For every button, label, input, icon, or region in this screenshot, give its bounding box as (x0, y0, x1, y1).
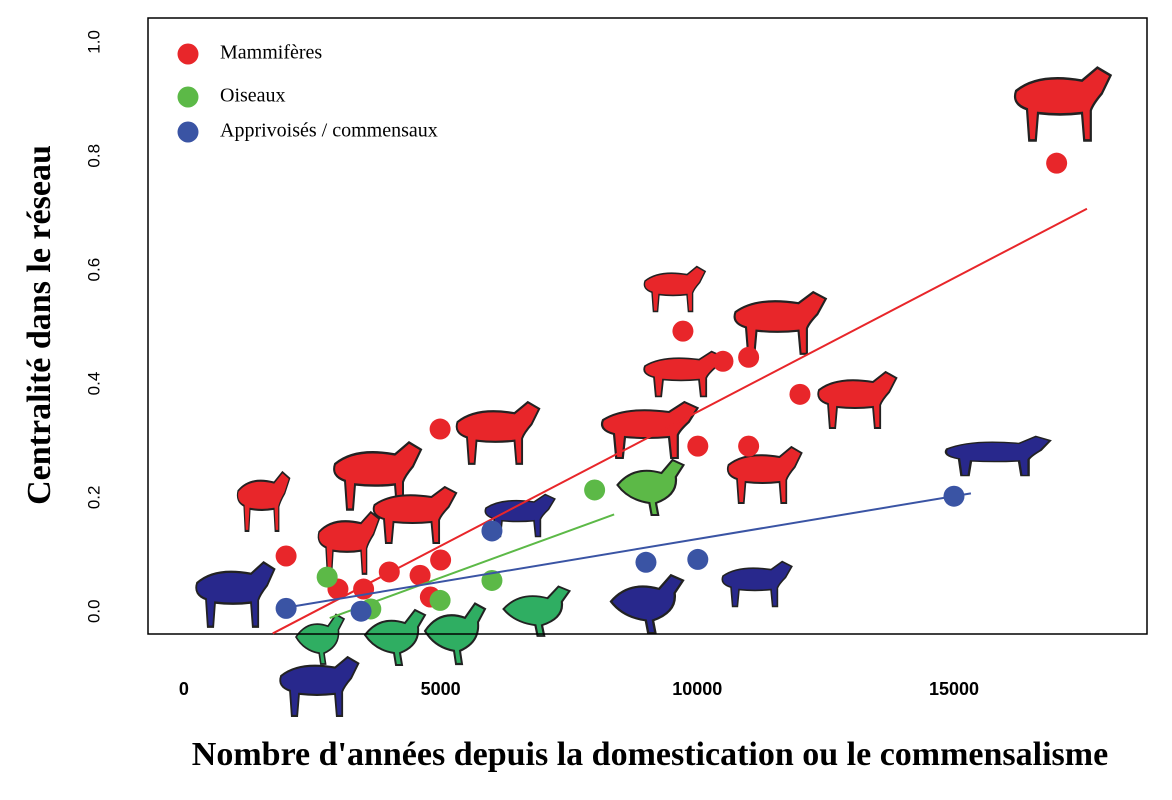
point (789, 383, 811, 405)
point (712, 350, 734, 372)
point (687, 548, 709, 570)
legend-label: Oiseaux (220, 85, 286, 107)
x-tick-label: 0 (179, 679, 189, 699)
point (672, 320, 694, 342)
point (350, 600, 372, 622)
point (584, 479, 606, 501)
animal-silhouettes (195, 66, 1112, 717)
plot-frame (147, 17, 1148, 635)
point (687, 435, 709, 457)
point (738, 435, 760, 457)
point (275, 545, 297, 567)
x-tick-label: 5000 (421, 679, 461, 699)
trend-line (287, 492, 972, 609)
point (316, 566, 338, 588)
legend-label: Mammifères (220, 42, 322, 64)
point (430, 549, 452, 571)
point (943, 485, 965, 507)
legend-marker (177, 86, 199, 108)
y-tick-label: 0.6 (84, 258, 103, 282)
legend-label: Apprivoisés / commensaux (220, 120, 438, 142)
y-tick-label: 0.0 (84, 599, 103, 623)
y-tick-label: 0.2 (84, 486, 103, 510)
point (738, 346, 760, 368)
legend-marker (177, 121, 199, 143)
point (481, 569, 503, 591)
x-axis-label: Nombre d'années depuis la domestication … (192, 736, 1108, 773)
point (635, 551, 657, 573)
legend-marker (177, 43, 199, 65)
x-tick-label: 15000 (929, 679, 979, 699)
trend-line (272, 207, 1088, 635)
point (1046, 152, 1068, 174)
y-tick-label: 0.4 (84, 372, 103, 396)
point (275, 597, 297, 619)
point (409, 564, 431, 586)
point (429, 589, 451, 611)
y-tick-label: 1.0 (84, 30, 103, 54)
y-tick-label: 0.8 (84, 144, 103, 168)
point (429, 418, 451, 440)
point (378, 561, 400, 583)
x-tick-label: 10000 (672, 679, 722, 699)
point (481, 520, 503, 542)
y-axis-label: Centralité dans le réseau (21, 145, 58, 505)
